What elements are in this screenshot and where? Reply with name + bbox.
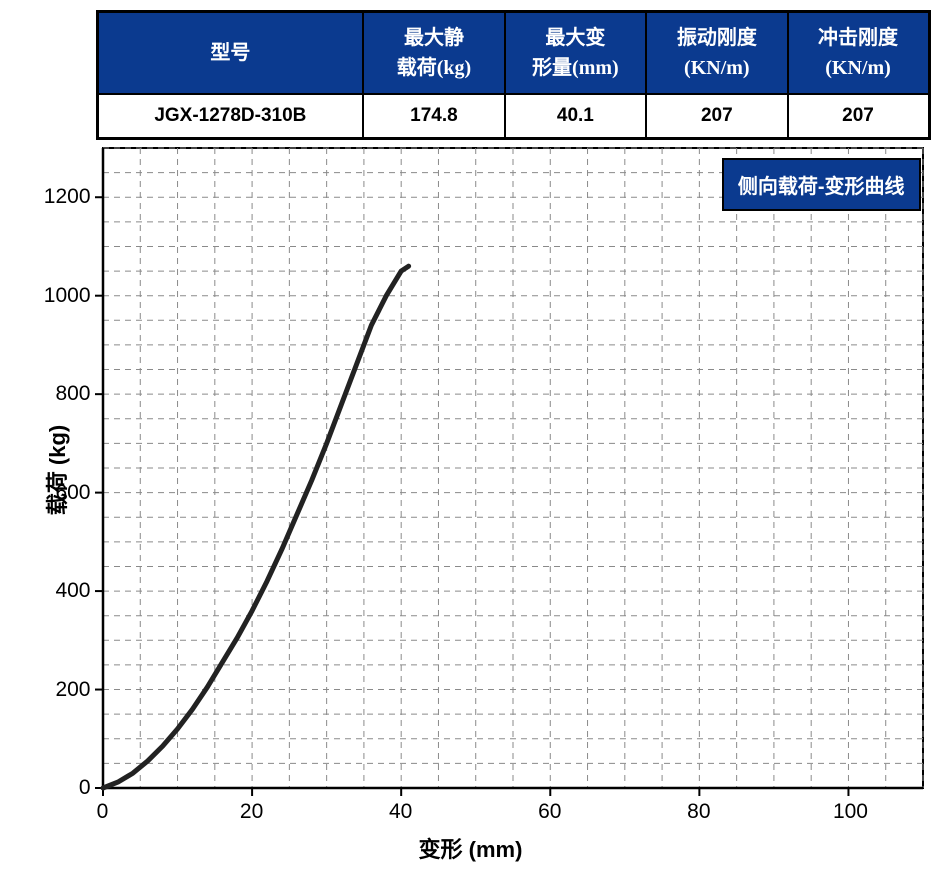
y-tick-label: 800 bbox=[55, 382, 90, 406]
chart-area: 载荷 (kg) 变形 (mm) 侧向载荷-变形曲线 02040608010002… bbox=[11, 144, 931, 864]
spec-table: 型号 最大静载荷(kg) 最大变形量(mm) 振动刚度(KN/m) 冲击刚度(K… bbox=[96, 10, 931, 140]
col-max-deform: 最大变形量(mm) bbox=[505, 12, 646, 95]
y-tick-label: 0 bbox=[79, 776, 91, 800]
x-tick-label: 0 bbox=[88, 800, 118, 824]
x-tick-label: 80 bbox=[684, 800, 714, 824]
legend-title: 侧向载荷-变形曲线 bbox=[722, 158, 921, 211]
x-tick-label: 20 bbox=[237, 800, 267, 824]
cell-impact-stiffness: 207 bbox=[788, 94, 929, 139]
cell-vib-stiffness: 207 bbox=[646, 94, 787, 139]
cell-max-deform: 40.1 bbox=[505, 94, 646, 139]
table-row: JGX-1278D-310B 174.8 40.1 207 207 bbox=[97, 94, 929, 139]
table-header-row: 型号 最大静载荷(kg) 最大变形量(mm) 振动刚度(KN/m) 冲击刚度(K… bbox=[97, 12, 929, 95]
y-tick-label: 400 bbox=[55, 579, 90, 603]
y-tick-label: 1200 bbox=[44, 185, 91, 209]
col-max-static-load: 最大静载荷(kg) bbox=[363, 12, 504, 95]
chart-svg bbox=[11, 144, 931, 824]
x-axis-label: 变形 (mm) bbox=[11, 832, 931, 864]
col-impact-stiffness: 冲击刚度(KN/m) bbox=[788, 12, 929, 95]
x-tick-label: 100 bbox=[833, 800, 863, 824]
y-tick-label: 600 bbox=[55, 481, 90, 505]
col-vib-stiffness: 振动刚度(KN/m) bbox=[646, 12, 787, 95]
x-tick-label: 40 bbox=[386, 800, 416, 824]
y-tick-label: 200 bbox=[55, 678, 90, 702]
cell-model: JGX-1278D-310B bbox=[97, 94, 363, 139]
y-tick-label: 1000 bbox=[44, 284, 91, 308]
x-tick-label: 60 bbox=[535, 800, 565, 824]
col-model: 型号 bbox=[97, 12, 363, 95]
cell-max-static-load: 174.8 bbox=[363, 94, 504, 139]
